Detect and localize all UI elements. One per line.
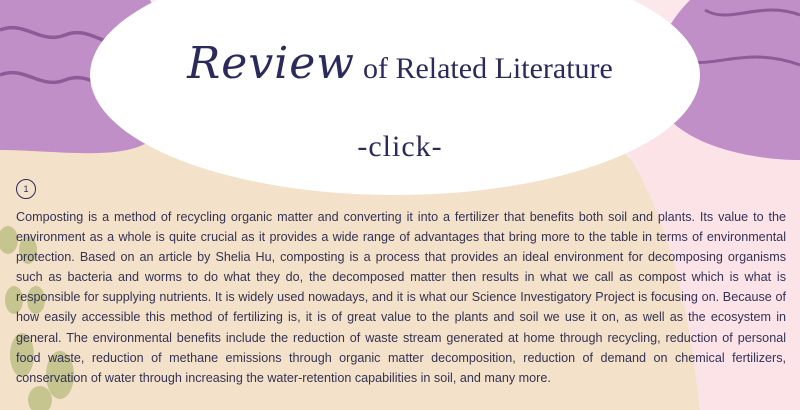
- olive-dot-1: [0, 226, 18, 254]
- body-paragraph: Composting is a method of recycling orga…: [16, 210, 786, 385]
- title-rest: of Related Literature: [362, 52, 613, 85]
- item-number-badge: 1: [16, 179, 36, 199]
- pink-blob-right: [600, 102, 800, 410]
- olive-dot-6: [46, 351, 74, 399]
- olive-dot-7: [28, 386, 52, 410]
- olive-dot-5: [10, 333, 34, 377]
- title-bubble: [90, 0, 700, 195]
- page-title: Review of Related Literature: [0, 38, 800, 89]
- olive-dot-2: [19, 236, 37, 264]
- title-script-word: Review: [187, 38, 355, 89]
- lavender-blob-right: [654, 0, 800, 160]
- olive-dot-3: [5, 286, 23, 314]
- click-label[interactable]: -click-: [357, 130, 443, 163]
- olive-dot-4: [27, 286, 45, 314]
- lavender-wave-right-1: [704, 8, 800, 17]
